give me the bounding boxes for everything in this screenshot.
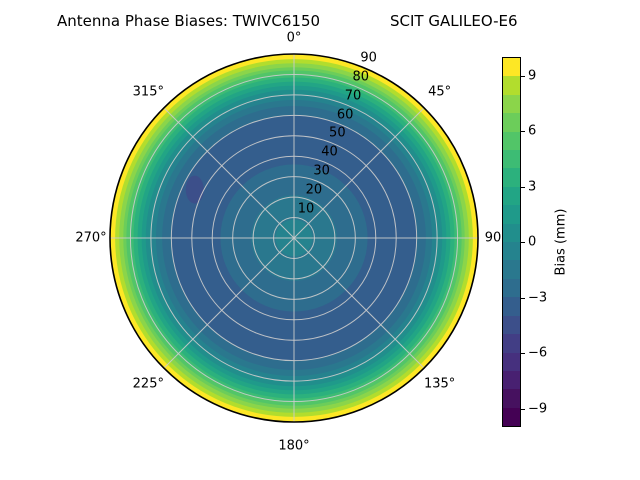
angular-tick-label: 225°: [132, 376, 164, 392]
colorbar-band: [503, 389, 520, 408]
radial-tick-label: 90: [360, 50, 377, 66]
colorbar-tick-label: −3: [528, 290, 548, 305]
colorbar-band: [503, 352, 520, 371]
angular-tick-label: 180°: [278, 438, 310, 454]
colorbar-tick-label: −9: [528, 401, 548, 416]
colorbar: [502, 57, 521, 427]
colorbar-band: [503, 242, 520, 261]
radial-tick-label: 30: [313, 163, 330, 179]
colorbar-axis-label: Bias (mm): [553, 208, 569, 276]
colorbar-band: [503, 168, 520, 187]
colorbar-tick-label: −6: [528, 345, 548, 361]
colorbar-band: [503, 407, 520, 427]
polar-outline: [109, 53, 479, 423]
angular-gridline: [163, 237, 295, 369]
angular-tick-label: 90: [484, 230, 502, 246]
colorbar-tick-mark: [521, 75, 525, 77]
colorbar-band: [503, 76, 520, 95]
figure-title-right: SCIT GALILEO-E6: [390, 12, 518, 30]
radial-tick-label: 20: [305, 182, 323, 198]
colorbar-tick-label: 6: [528, 123, 537, 139]
radial-tick-label: 70: [344, 88, 362, 104]
colorbar-band: [503, 205, 520, 224]
colorbar-band: [503, 150, 520, 169]
anomaly-patch: [185, 175, 204, 204]
colorbar-tick-mark: [521, 297, 525, 299]
colorbar-tick-label: 3: [528, 179, 537, 194]
angular-tick-label: 45°: [428, 84, 452, 100]
colorbar-tick-mark: [521, 353, 525, 354]
angular-tick-label: 0°: [286, 30, 302, 46]
colorbar-band: [503, 334, 520, 353]
colorbar-tick-mark: [521, 186, 525, 188]
colorbar-band: [503, 94, 520, 114]
colorbar-band: [503, 278, 520, 298]
radial-tick-label: 40: [321, 144, 338, 160]
angular-gridline: [163, 107, 295, 239]
colorbar-band: [503, 131, 520, 151]
colorbar-tick-mark: [521, 242, 525, 243]
figure-title-left: Antenna Phase Biases: TWIVC6150: [57, 12, 321, 30]
colorbar-tick-label: 0: [528, 234, 537, 250]
colorbar-band: [503, 260, 520, 279]
colorbar-band: [503, 297, 520, 316]
colorbar-tick-mark: [521, 131, 525, 132]
angular-tick-label: 315°: [132, 84, 164, 100]
colorbar-band: [503, 223, 520, 243]
radial-tick-label: 60: [336, 107, 354, 122]
colorbar-band: [503, 186, 520, 206]
colorbar-band: [503, 315, 520, 335]
colorbar-band: [503, 370, 520, 390]
colorbar-tick-label: 9: [528, 68, 537, 83]
angular-gridline: [293, 107, 425, 239]
angular-tick-label: 270°: [75, 230, 107, 246]
radial-tick-label: 10: [297, 201, 315, 217]
colorbar-tick-mark: [521, 408, 525, 410]
angular-tick-label: 135°: [423, 376, 456, 392]
radial-tick-label: 50: [329, 125, 346, 141]
colorbar-band: [503, 113, 520, 132]
radial-tick-label: 80: [352, 69, 370, 85]
angular-gridline: [293, 237, 425, 369]
colorbar-band: [503, 58, 520, 77]
